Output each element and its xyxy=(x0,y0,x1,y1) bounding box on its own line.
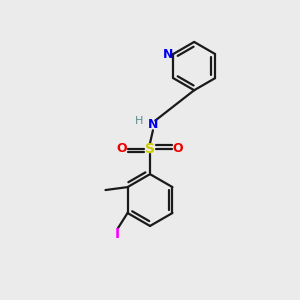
Text: N: N xyxy=(163,47,173,61)
Text: S: S xyxy=(145,142,155,155)
Text: O: O xyxy=(117,142,127,155)
Text: O: O xyxy=(173,142,183,155)
Text: H: H xyxy=(135,116,143,126)
Text: I: I xyxy=(115,227,120,241)
Text: N: N xyxy=(148,118,158,131)
